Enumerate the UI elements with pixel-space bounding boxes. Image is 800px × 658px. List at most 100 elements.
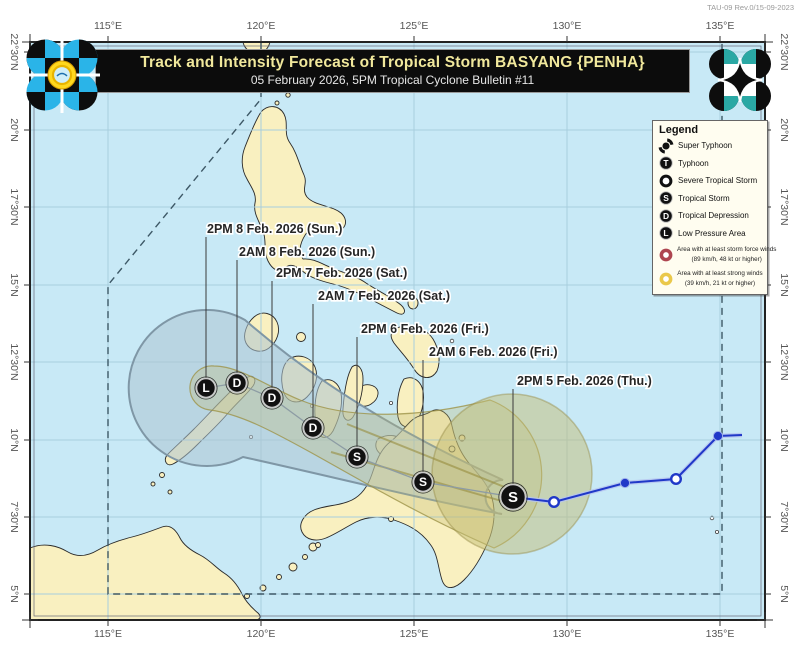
legend-item-label: Super Typhoon	[678, 141, 733, 151]
svg-text:D: D	[663, 211, 669, 221]
babuyan-island	[285, 92, 291, 98]
jolo-island	[288, 562, 298, 572]
latitude-label-right: 15°N	[778, 273, 790, 297]
tropical-storm-icon: S	[659, 191, 673, 205]
palawan-islet	[150, 481, 156, 487]
svg-text:S: S	[508, 489, 518, 506]
past-position-dot	[712, 430, 724, 442]
svg-text:L: L	[202, 381, 209, 395]
dost-star	[717, 57, 763, 103]
forecast-position-symbol-D: D	[301, 416, 325, 440]
longitude-label-bottom: 120°E	[246, 628, 276, 640]
legend-item-tropical-storm: S Tropical Storm	[658, 190, 763, 208]
latitude-label-left: 7°30'N	[8, 501, 20, 533]
document-reference: TAU-09 Rev.0/15-09-2023	[707, 3, 794, 12]
palawan-islet	[167, 489, 173, 495]
latitude-label-right: 7°30'N	[778, 501, 790, 533]
latitude-label-left: 20°N	[8, 118, 20, 142]
current-position-symbol-S: S	[498, 482, 528, 512]
forecast-date-label: 2PM 5 Feb. 2026 (Thu.)	[517, 374, 652, 388]
latitude-label-right: 12°30'N	[778, 343, 790, 381]
svg-text:D: D	[268, 391, 277, 405]
title-banner: Track and Intensity Forecast of Tropical…	[95, 49, 690, 93]
latitude-label-left: 5°N	[8, 585, 20, 603]
forecast-date-label: 2AM 7 Feb. 2026 (Sat.)	[318, 289, 450, 303]
forecast-position-symbol-S: S	[345, 445, 369, 469]
legend-item-typhoon: T Typhoon	[658, 155, 763, 173]
legend-item-super-typhoon: Super Typhoon	[658, 137, 763, 155]
svg-text:S: S	[663, 193, 669, 203]
latitude-label-right: 20°N	[778, 118, 790, 142]
latitude-label-right: 17°30'N	[778, 188, 790, 226]
forecast-position-symbol-D: D	[225, 371, 249, 395]
forecast-date-label: 2AM 6 Feb. 2026 (Fri.)	[429, 345, 558, 359]
latitude-label-left: 12°30'N	[8, 343, 20, 381]
latitude-label-left: 15°N	[8, 273, 20, 297]
typhoon-icon: T	[659, 156, 673, 170]
dost-logo	[709, 49, 771, 111]
longitude-label-top: 125°E	[399, 20, 429, 32]
legend-title: Legend	[659, 124, 699, 136]
latitude-label-left: 22°30'N	[8, 33, 20, 71]
dost-circles	[709, 49, 771, 111]
latitude-label-right: 10°N	[778, 428, 790, 452]
sulu-island	[315, 542, 321, 548]
corner-marks	[22, 34, 773, 628]
forecast-position-symbol-L: L	[194, 376, 218, 400]
longitude-label-top: 135°E	[705, 20, 735, 32]
sulu-island	[276, 574, 282, 580]
catanduanes-island	[407, 296, 419, 310]
legend: Legend Super Typhoon T Typhoon Severe Tropi…	[652, 120, 776, 295]
marinduque-island	[296, 332, 306, 342]
longitude-label-bottom: 115°E	[94, 628, 122, 640]
pagasa-seal-center	[51, 64, 73, 86]
legend-item-label: Severe Tropical Storm	[678, 176, 758, 186]
legend-item-tropical-depression: D Tropical Depression	[658, 207, 763, 225]
palawan-islet	[159, 472, 165, 478]
legend-item-low-pressure-area: L Low Pressure Area	[658, 225, 763, 243]
forecast-position-symbol-S: S	[411, 470, 435, 494]
bulletin-title: Track and Intensity Forecast of Tropical…	[140, 54, 645, 71]
forecast-date-label: 2PM 8 Feb. 2026 (Sun.)	[207, 222, 342, 236]
latitude-label-left: 17°30'N	[8, 188, 20, 226]
pagasa-logo	[24, 37, 100, 113]
svg-text:S: S	[419, 475, 427, 489]
forecast-date-label: 2AM 8 Feb. 2026 (Sun.)	[239, 245, 375, 259]
bulletin-subtitle: 05 February 2026, 5PM Tropical Cyclone B…	[250, 73, 535, 87]
latitude-label-right: 22°30'N	[778, 33, 790, 71]
past-position-open-dot	[670, 473, 683, 486]
legend-wind-area: Area with at least strong winds (39 km/h,…	[658, 267, 763, 290]
svg-text:D: D	[233, 376, 242, 390]
legend-wind-area-label: Area with at least strong winds (39 km/h,…	[677, 270, 763, 287]
legend-wind-area-label: Area with at least storm force winds (89 …	[677, 246, 777, 263]
longitude-label-top: 130°E	[552, 20, 582, 32]
babuyan-island	[274, 100, 280, 106]
legend-item-severe-tropical-storm: Severe Tropical Storm	[658, 172, 763, 190]
legend-item-label: Low Pressure Area	[678, 228, 746, 238]
legend-item-label: Tropical Storm	[678, 193, 730, 203]
legend-items: Super Typhoon T Typhoon Severe Tropical Sto…	[658, 137, 776, 290]
legend-wind-area: Area with at least storm force winds (89 …	[658, 243, 776, 266]
latitude-label-right: 5°N	[778, 585, 790, 603]
longitude-label-top: 120°E	[246, 20, 276, 32]
forecast-date-label: 2PM 7 Feb. 2026 (Sat.)	[276, 266, 407, 280]
strong-wind-area-icon	[659, 272, 673, 285]
forecast-position-symbol-D: D	[260, 386, 284, 410]
svg-text:S: S	[353, 450, 361, 464]
past-position-open-dot	[548, 496, 561, 509]
low-pressure-area-icon: L	[659, 226, 673, 240]
past-position-dot	[619, 477, 631, 489]
longitude-label-bottom: 130°E	[552, 628, 582, 640]
svg-text:T: T	[663, 158, 669, 168]
legend-item-label: Tropical Depression	[678, 211, 749, 221]
strong-wind-radius-circle	[431, 393, 593, 555]
svg-text:L: L	[663, 228, 668, 238]
pagasa-bird-mark	[56, 72, 68, 77]
legend-item-label: Typhoon	[678, 158, 709, 168]
tropical-depression-icon: D	[659, 209, 673, 223]
samar-island	[390, 325, 440, 378]
latitude-label-left: 10°N	[8, 428, 20, 452]
borneo-island	[29, 525, 261, 621]
